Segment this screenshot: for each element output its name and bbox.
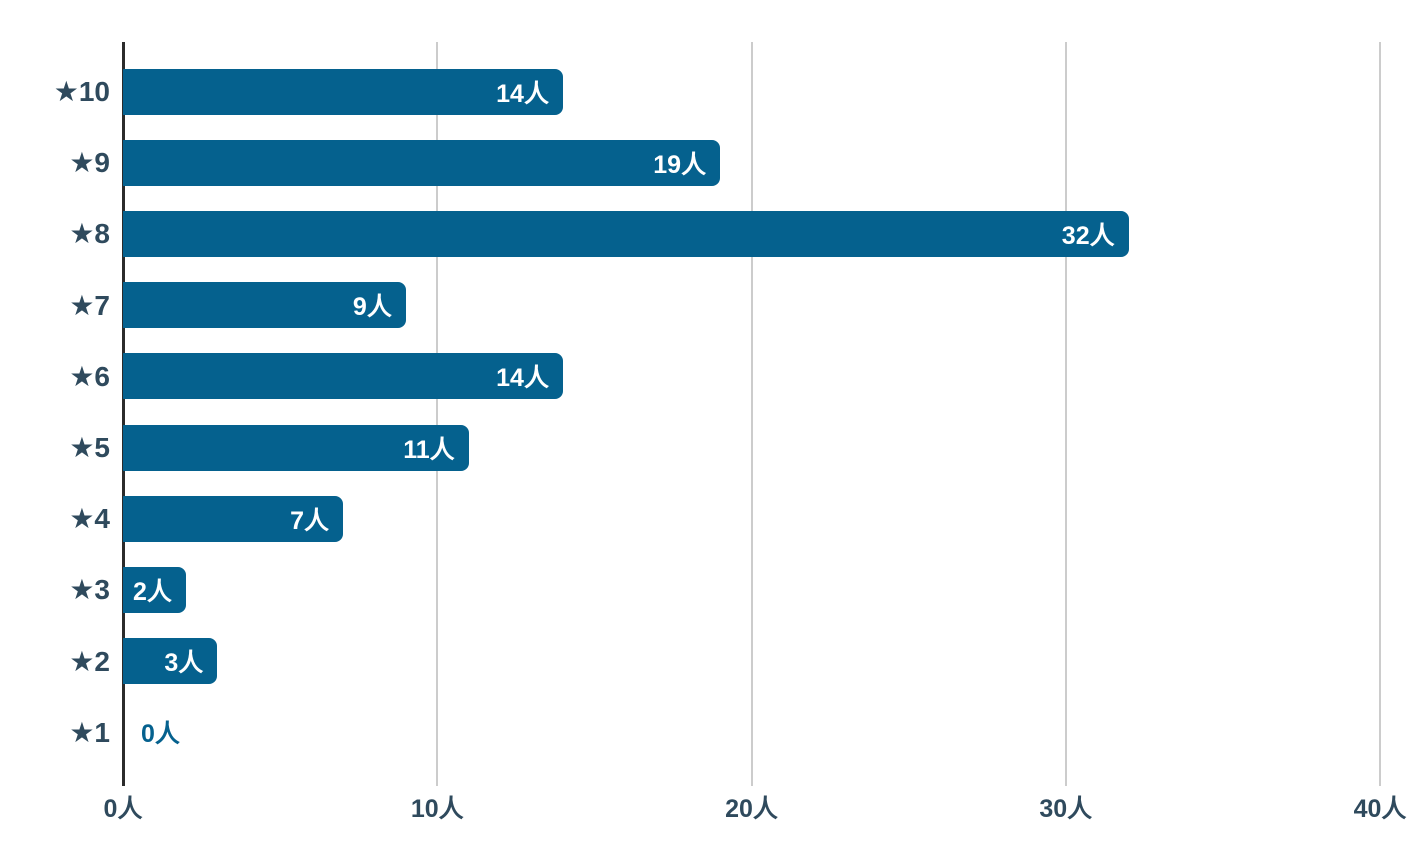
x-tick-label: 10人	[410, 795, 464, 823]
category-label: ★4	[69, 503, 110, 535]
category-label: ★7	[69, 289, 110, 321]
bar	[123, 495, 343, 542]
category-label: ★2	[69, 645, 110, 677]
bar-track: 0人	[123, 709, 1380, 755]
category-label: ★10	[53, 76, 110, 108]
bar	[123, 424, 469, 471]
value-label: 7人	[290, 506, 329, 535]
bar-row: ★7 9人	[0, 270, 1380, 341]
bar-track: 32人	[123, 210, 1380, 257]
x-tick-label: 0人	[103, 795, 143, 823]
bar-row: ★8 32人	[0, 198, 1380, 269]
value-label: 11人	[403, 435, 455, 464]
value-label: 0人	[141, 720, 180, 749]
bar	[123, 139, 721, 186]
x-axis-tick-labels: 0人 10人 20人 30人 40人	[0, 789, 1422, 829]
value-label: 14人	[496, 79, 549, 108]
bar-row: ★6 14人	[0, 341, 1380, 412]
bar	[123, 566, 186, 613]
category-label: ★5	[69, 432, 110, 464]
gridline	[436, 42, 439, 786]
x-tick-label: 20人	[725, 795, 778, 823]
bar-row: ★5 11人	[0, 412, 1380, 483]
bar	[123, 210, 1129, 257]
category-label: ★6	[69, 360, 110, 392]
bar-row: ★4 7人	[0, 483, 1380, 554]
x-tick-label: 30人	[1039, 795, 1093, 823]
x-tick-label: 40人	[1353, 795, 1407, 823]
bar-track: 2人	[123, 566, 1380, 613]
value-label: 9人	[352, 293, 392, 322]
bar-row: ★10 14人	[0, 56, 1380, 127]
value-label: 14人	[496, 364, 549, 393]
gridline	[1379, 42, 1381, 786]
bar-row: ★1 0人	[0, 697, 1380, 768]
category-label: ★8	[69, 218, 110, 250]
bar	[123, 353, 563, 400]
bar-track: 11人	[123, 424, 1380, 471]
bar-track: 7人	[123, 495, 1380, 542]
bar-track: 9人	[123, 282, 1380, 329]
bar	[123, 282, 406, 329]
value-label: 2人	[132, 577, 172, 606]
bar-row: ★2 3人	[0, 626, 1380, 697]
value-label: 32人	[1061, 221, 1115, 250]
category-label: ★1	[69, 716, 110, 748]
plot-area	[122, 42, 1381, 786]
y-axis-line	[122, 42, 125, 786]
bar-track: 14人	[123, 68, 1380, 115]
bar-row: ★9 19人	[0, 127, 1380, 198]
value-label: 19人	[653, 150, 707, 179]
bar-track: 3人	[123, 638, 1380, 685]
bar	[123, 638, 218, 685]
gridline	[750, 42, 753, 786]
bar-row: ★3 2人	[0, 554, 1380, 625]
value-label: 3人	[164, 649, 204, 678]
bar-rows: ★10 14人 ★9 19人 ★8 32人 ★7 9人 ★6 14人	[0, 56, 1380, 768]
gridline	[1064, 42, 1067, 786]
bar-track: 19人	[123, 139, 1380, 186]
category-label: ★3	[69, 574, 110, 606]
category-label: ★9	[69, 147, 110, 179]
bar-track: 14人	[123, 353, 1380, 400]
bar	[123, 68, 563, 115]
